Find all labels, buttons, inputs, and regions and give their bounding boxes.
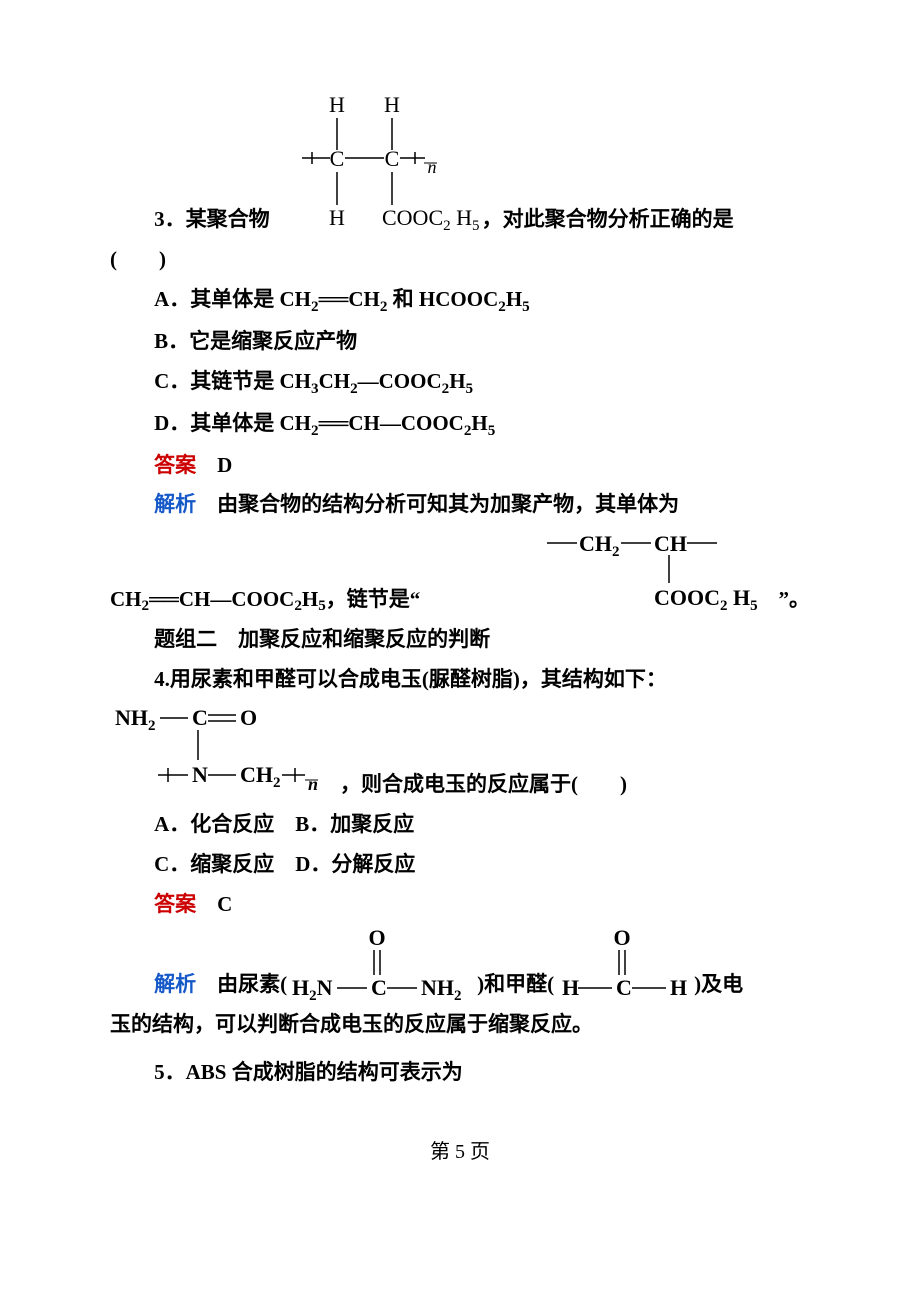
svg-text:H: H	[329, 92, 345, 117]
q4-structure-line: NH2 C O N CH2 n ，则合成电玉的反应属于	[110, 700, 810, 805]
svg-text:N: N	[192, 762, 208, 787]
svg-text:n: n	[427, 157, 436, 177]
svg-text:C: C	[192, 705, 208, 730]
svg-text:NH2: NH2	[421, 975, 462, 1004]
q3-explain-l1: 解析 由聚合物的结构分析可知其为加聚产物，其单体为	[110, 485, 810, 525]
svg-text:H2N: H2N	[292, 975, 333, 1004]
svg-text:CH2: CH2	[240, 762, 281, 791]
q3-choice-a: A．其单体是 CH2══CH2 和 HCOOC2H5	[110, 280, 810, 322]
svg-text:C: C	[384, 146, 399, 171]
answer-label: 答案	[154, 453, 196, 477]
q4-choices-2: C．缩聚反应 D．分解反应	[110, 845, 810, 885]
q3-choice-c: C．其链节是 CH3CH2—COOC2H5	[110, 362, 810, 404]
svg-text:H: H	[384, 92, 400, 117]
polymer-structure-icon: H H C C n H	[282, 90, 482, 240]
svg-text:C: C	[329, 146, 344, 171]
q4-line1: 4.用尿素和甲醛可以合成电玉(脲醛树脂)，其结构如下：	[110, 660, 810, 700]
q3-paren: ( )	[110, 240, 810, 280]
svg-text:CH2: CH2	[579, 531, 620, 560]
urea-structure-icon: O H2N C NH2	[287, 925, 477, 1005]
svg-text:O: O	[369, 925, 386, 950]
svg-text:COOC2 H5: COOC2 H5	[654, 585, 758, 614]
svg-text:NH2: NH2	[115, 705, 156, 734]
explain-label: 解析	[154, 492, 196, 516]
svg-text:O: O	[240, 705, 257, 730]
svg-text:n: n	[308, 774, 318, 794]
svg-text:C: C	[616, 975, 632, 1000]
svg-text:COOC2 H5: COOC2 H5	[382, 205, 480, 234]
q4-explain-l1: 解析 由尿素( O H2N C NH2 )和甲醛( O H C	[110, 925, 810, 1005]
q4-answer: 答案 C	[110, 885, 810, 925]
page: 3．某聚合物 H H C C n	[0, 0, 920, 1302]
svg-text:H: H	[329, 205, 345, 230]
q4-explain-l2: 玉的结构，可以判断合成电玉的反应属于缩聚反应。	[110, 1005, 810, 1045]
svg-text:H: H	[670, 975, 687, 1000]
q4-struct-suffix: ，则合成电玉的反应属于( )	[340, 765, 627, 805]
svg-text:O: O	[614, 925, 631, 950]
page-footer: 第 5 页	[110, 1133, 810, 1171]
q3-choice-d: D．其单体是 CH2══CH—COOC2H5	[110, 404, 810, 446]
q3-choice-b: B．它是缩聚反应产物	[110, 322, 810, 362]
svg-text:CH: CH	[654, 531, 687, 556]
q3-first-line: 3．某聚合物 H H C C n	[110, 90, 810, 240]
group2-title: 题组二 加聚反应和缩聚反应的判断	[110, 620, 810, 660]
q3-answer: 答案 D	[110, 446, 810, 486]
q3-suffix: ，对此聚合物分析正确的是	[482, 200, 734, 240]
q4-choices-1: A．化合反应 B．加聚反应	[110, 805, 810, 845]
chainlink-structure-icon: CH2 CH COOC2 H5	[539, 525, 779, 620]
q3-prefix: 3．某聚合物	[110, 200, 270, 240]
formaldehyde-structure-icon: O H C H	[554, 925, 694, 1005]
q3-explain-l2: CH2══CH—COOC2H5，链节是“ CH2 CH COOC2 H5 ”。	[110, 525, 810, 620]
explain-label: 解析	[154, 965, 196, 1005]
dianyu-structure-icon: NH2 C O N CH2 n	[110, 700, 340, 805]
svg-text:H: H	[562, 975, 579, 1000]
svg-text:C: C	[371, 975, 387, 1000]
q5-line: 5．ABS 合成树脂的结构可表示为	[110, 1053, 810, 1093]
answer-label: 答案	[154, 892, 196, 916]
